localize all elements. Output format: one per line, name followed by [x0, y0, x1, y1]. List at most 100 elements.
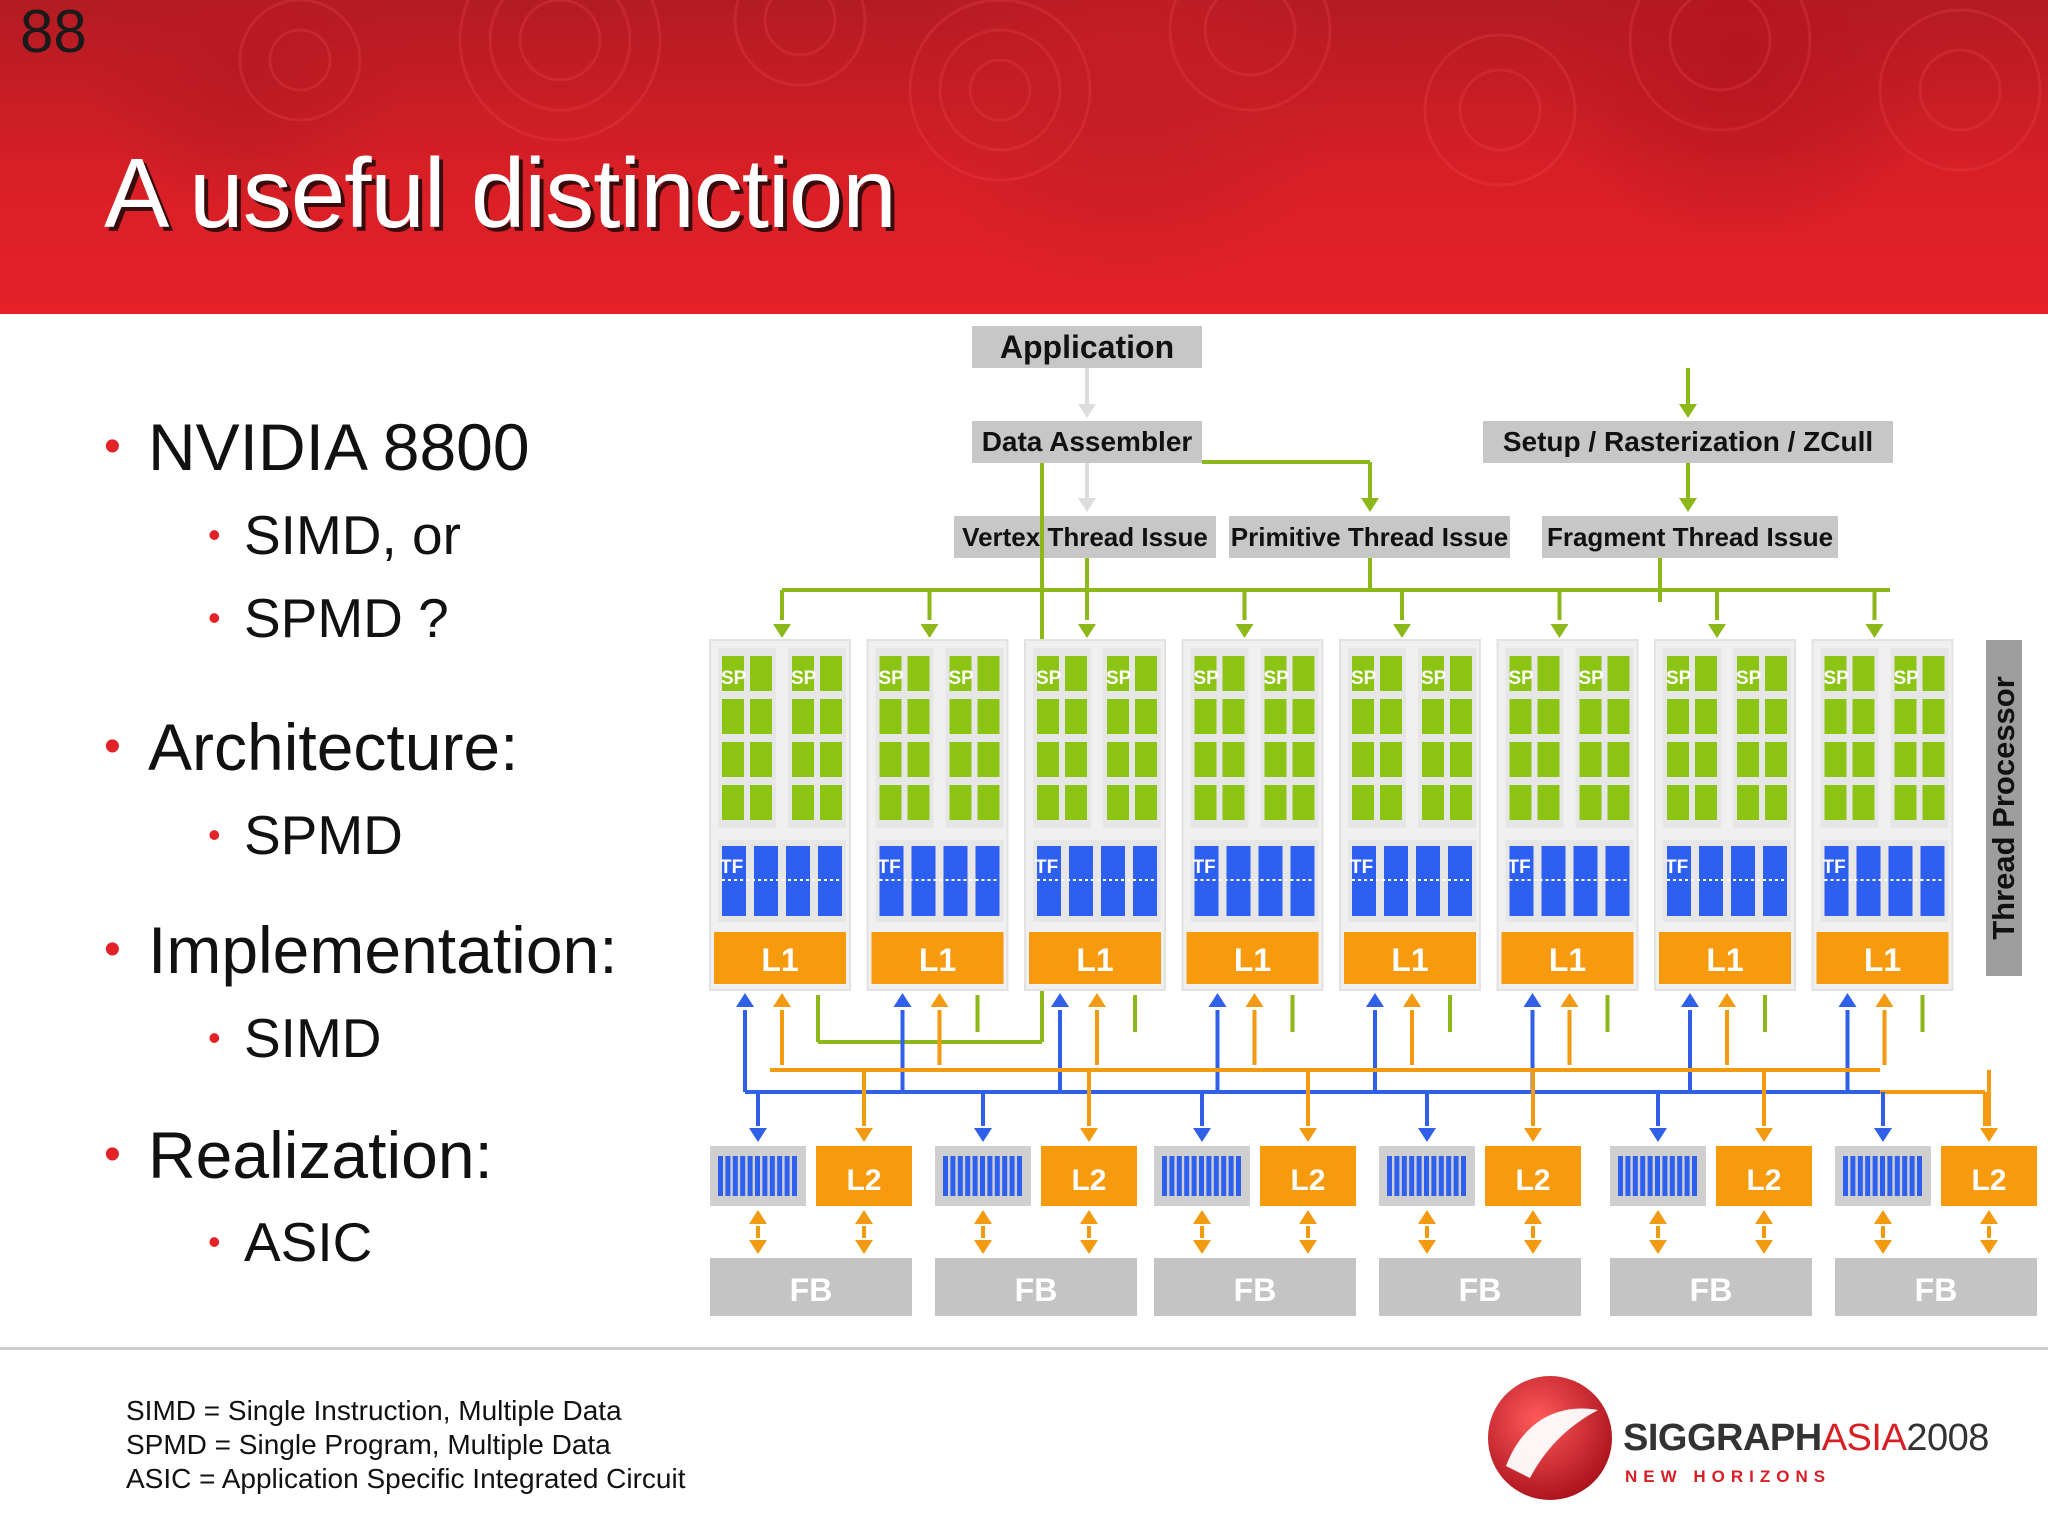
crossbar-lane	[1684, 1156, 1690, 1196]
l1-cache	[1501, 932, 1634, 984]
l2-label: L2	[1746, 1164, 1781, 1197]
sp-unit	[1824, 785, 1847, 820]
crossbar-lane	[1409, 1156, 1415, 1196]
sp-unit	[1765, 699, 1787, 734]
tf-label: TF	[1508, 857, 1531, 878]
crossbar-lane	[1872, 1156, 1878, 1196]
fb-arrow-up	[855, 1210, 873, 1224]
sp-unit	[1509, 656, 1532, 691]
cluster-feed-arrow-6	[1550, 624, 1569, 638]
fb-arrow-up	[974, 1210, 992, 1224]
logo-year: 2008	[1906, 1417, 1989, 1459]
fb-arrow-down	[749, 1240, 767, 1254]
sp-unit	[1922, 785, 1945, 820]
sp-unit	[949, 742, 972, 777]
siggraph-logo-icon	[1488, 1376, 1612, 1500]
tf-label: TF	[720, 857, 743, 878]
crossbar-lane	[725, 1156, 731, 1196]
partition-blue-arrow	[749, 1128, 767, 1142]
crossbar-lane	[747, 1156, 753, 1196]
sub-bullet-spmd-question: SPMD ?	[244, 587, 449, 649]
sp-unit	[1537, 699, 1560, 734]
bullet-dot: •	[208, 1221, 221, 1262]
sp-label: SP	[1351, 668, 1377, 689]
sp-unit	[1037, 785, 1059, 820]
sp-unit	[1380, 656, 1402, 691]
sp-unit	[1737, 742, 1759, 777]
sp-unit	[1695, 699, 1717, 734]
sp-unit	[1135, 699, 1157, 734]
sp-unit	[820, 656, 842, 691]
fb-arrow-up	[749, 1210, 767, 1224]
crossbar-lane	[1431, 1156, 1437, 1196]
sp-unit	[1380, 785, 1402, 820]
sp-unit	[1264, 699, 1287, 734]
sp-unit	[1380, 742, 1402, 777]
cluster-orange-arrow	[930, 993, 949, 1007]
partition-blue-arrow	[1418, 1128, 1436, 1142]
l2-cache	[1941, 1146, 2037, 1206]
sp-label: SP	[1036, 668, 1062, 689]
crossbar-lane	[1894, 1156, 1900, 1196]
sp-unit	[1292, 742, 1315, 777]
crossbar-lane	[980, 1156, 985, 1196]
bullet-dot: •	[208, 1017, 221, 1058]
primitive-thread-issue-box: Primitive Thread Issue	[1229, 516, 1510, 558]
sp-label: SP	[1421, 668, 1447, 689]
cluster-feed-arrow-2	[920, 624, 939, 638]
sp-unit	[1765, 742, 1787, 777]
frame-buffer	[710, 1258, 912, 1316]
tf-label: TF	[1665, 857, 1688, 878]
sp-unit	[1037, 656, 1059, 691]
sp-unit	[1922, 656, 1945, 691]
crossbar-lane	[1902, 1156, 1908, 1196]
partition-orange-arrow	[1524, 1128, 1542, 1142]
fb-arrow-up	[1524, 1210, 1542, 1224]
sp-unit	[1852, 699, 1875, 734]
l2-cache	[1716, 1146, 1812, 1206]
sp-unit	[1537, 656, 1560, 691]
logo-asia: ASIA	[1821, 1417, 1907, 1459]
sp-unit	[1380, 699, 1402, 734]
siggraph-asia-logo: SIGGRAPHASIA2008	[1623, 1417, 1989, 1460]
sp-unit	[750, 785, 772, 820]
fb-arrow-up	[1980, 1210, 1998, 1224]
crossbar-lane	[1002, 1156, 1008, 1196]
crossbar-lane	[762, 1156, 768, 1196]
sp-unit	[1894, 656, 1917, 691]
crossbar-lane	[1228, 1156, 1234, 1196]
sp-unit	[1352, 742, 1374, 777]
sp-unit	[722, 785, 744, 820]
bullet-dot: •	[208, 514, 221, 555]
fb-arrow-down	[1755, 1240, 1773, 1254]
crossbar-lane	[957, 1156, 963, 1196]
crossbar-lane	[1669, 1156, 1675, 1196]
crossbar-lane	[1461, 1156, 1466, 1196]
crossbar-lane	[987, 1156, 993, 1196]
crossbar-lane	[1843, 1156, 1848, 1196]
l2-label: L2	[1515, 1164, 1550, 1197]
sp-unit	[1607, 785, 1630, 820]
sp-label: SP	[1194, 668, 1220, 689]
sp-unit	[1422, 742, 1444, 777]
l1-cache	[1816, 932, 1949, 984]
sp-label: SP	[1106, 668, 1132, 689]
setup-out-arrow	[1679, 498, 1697, 512]
l2-label: L2	[1971, 1164, 2006, 1197]
sp-unit	[1607, 742, 1630, 777]
sp-unit	[1922, 699, 1945, 734]
cluster-feed-arrow-1	[773, 624, 791, 638]
sp-unit	[1695, 785, 1717, 820]
sp-unit	[977, 699, 1000, 734]
sp-unit	[1292, 785, 1315, 820]
partition-orange-arrow	[1755, 1128, 1773, 1142]
sp-unit	[1824, 742, 1847, 777]
l1-label: L1	[919, 942, 956, 978]
sp-unit	[1194, 656, 1217, 691]
crossbar-lane	[1850, 1156, 1856, 1196]
sp-unit	[1065, 656, 1087, 691]
fragment-thread-issue-box: Fragment Thread Issue	[1542, 516, 1838, 558]
l2-cache	[1485, 1146, 1581, 1206]
fb-arrow-down	[1193, 1240, 1211, 1254]
sp-label: SP	[1509, 668, 1535, 689]
